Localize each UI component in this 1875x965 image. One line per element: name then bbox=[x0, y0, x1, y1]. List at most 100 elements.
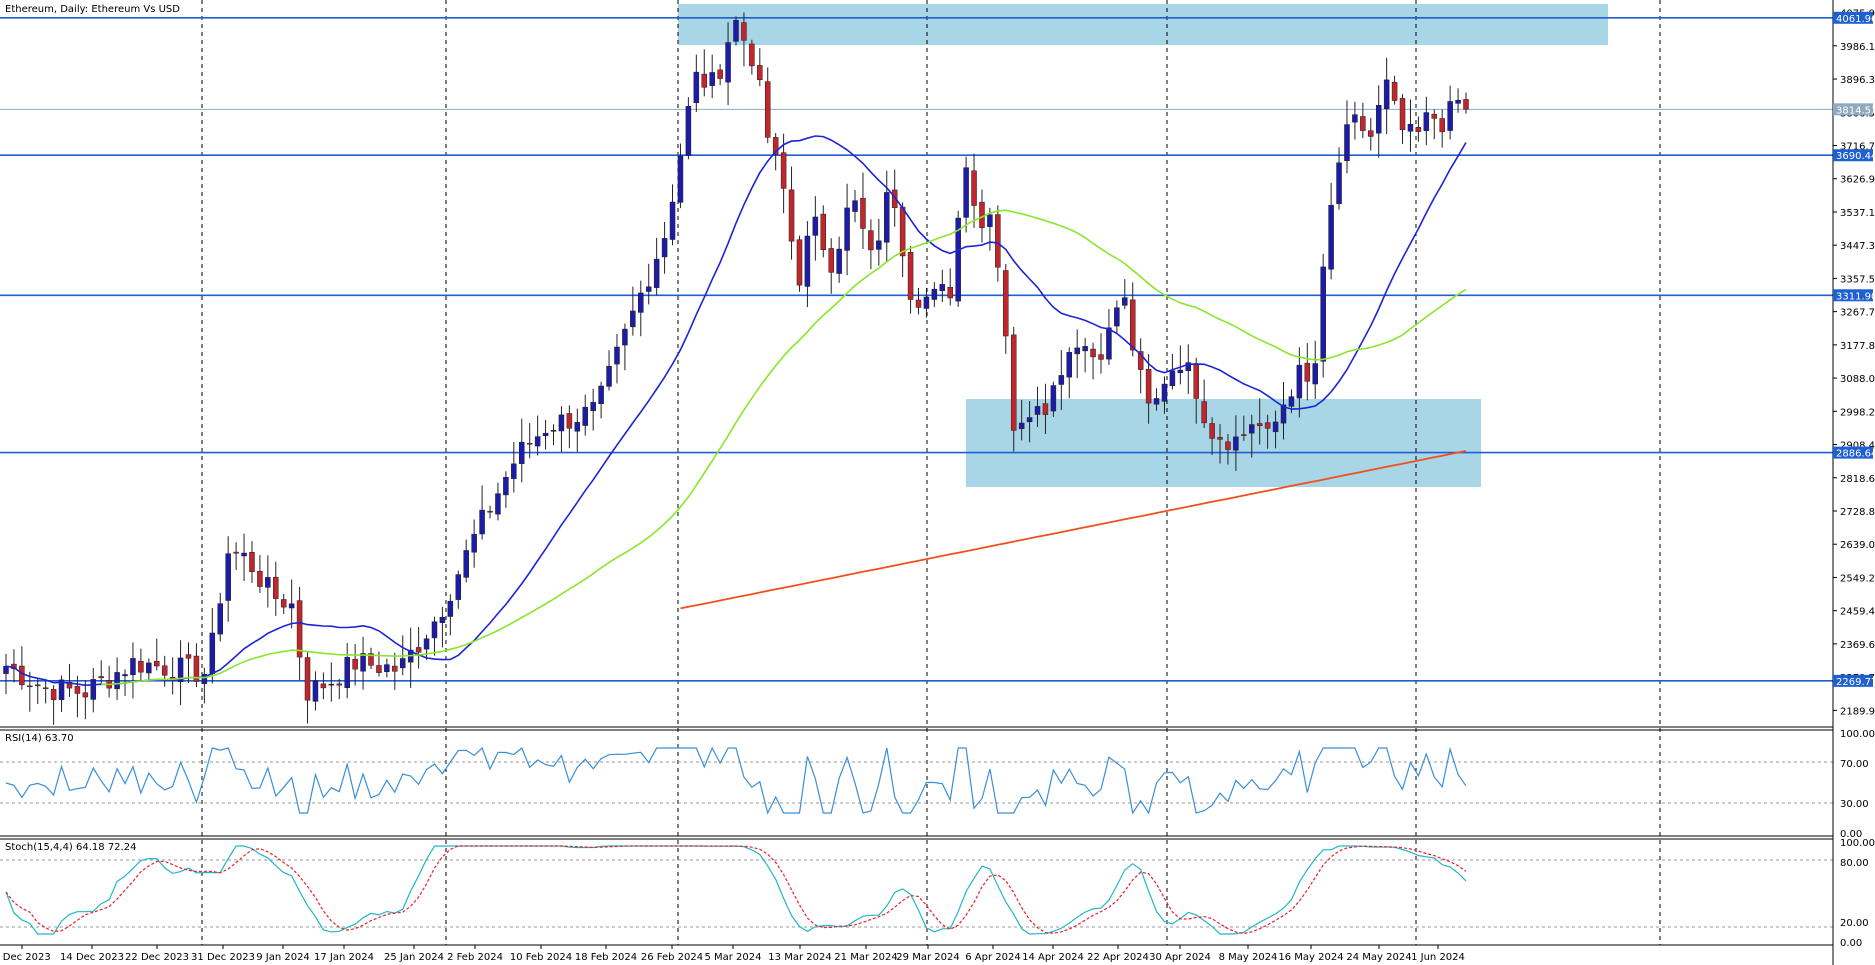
level-tag bbox=[1833, 149, 1873, 162]
bullish-candle bbox=[852, 200, 858, 212]
bearish-candle bbox=[1042, 403, 1049, 415]
bearish-candle bbox=[1129, 299, 1136, 351]
bullish-candle bbox=[1312, 363, 1318, 385]
date-tick-label: 17 Jan 2024 bbox=[314, 952, 374, 963]
bearish-candle bbox=[1391, 81, 1398, 101]
bullish-candle bbox=[645, 286, 652, 292]
bullish-candle bbox=[614, 346, 620, 365]
bullish-candle bbox=[963, 167, 969, 218]
bullish-candle bbox=[1296, 364, 1303, 399]
date-tick-label: 21 Mar 2024 bbox=[834, 952, 897, 963]
bullish-candle bbox=[606, 365, 612, 387]
price-tick-label: 3626.94 bbox=[1840, 175, 1875, 186]
level-tag bbox=[1833, 674, 1873, 687]
price-tick-label: 2549.22 bbox=[1840, 573, 1875, 584]
bullish-candle bbox=[439, 616, 446, 623]
bearish-candle bbox=[161, 665, 168, 676]
date-tick-label: 26 Feb 2024 bbox=[641, 952, 703, 963]
bearish-candle bbox=[138, 661, 144, 673]
bearish-candle bbox=[1431, 113, 1438, 119]
date-tick-label: 25 Jan 2024 bbox=[384, 952, 444, 963]
bullish-candle bbox=[241, 552, 247, 557]
bullish-candle bbox=[479, 509, 485, 535]
chart-title: Ethereum, Daily: Ethereum Vs USD bbox=[5, 4, 180, 15]
stoch-tick-label: 100.00 bbox=[1840, 838, 1875, 849]
bearish-candle bbox=[280, 599, 287, 608]
bearish-candle bbox=[995, 214, 1001, 268]
bullish-candle bbox=[122, 674, 128, 677]
price-tick-label: 2189.98 bbox=[1840, 706, 1875, 717]
bullish-candle bbox=[519, 441, 525, 464]
bullish-candle bbox=[1185, 362, 1192, 372]
bearish-candle bbox=[1304, 362, 1311, 382]
bullish-candle bbox=[511, 463, 517, 479]
date-tick-label: 5 Mar 2024 bbox=[704, 952, 761, 963]
level-tag-label: 3311.90 bbox=[1836, 291, 1875, 302]
bullish-candle bbox=[1233, 436, 1239, 451]
date-tick-label: 6 Apr 2024 bbox=[965, 952, 1020, 963]
bullish-candle bbox=[1352, 114, 1358, 123]
bullish-candle bbox=[812, 216, 819, 236]
bullish-candle bbox=[58, 679, 65, 700]
bullish-candle bbox=[1272, 421, 1279, 433]
bearish-candle bbox=[915, 299, 922, 308]
bearish-candle bbox=[368, 653, 374, 666]
date-tick-label: 13 Mar 2024 bbox=[768, 952, 831, 963]
bearish-candle bbox=[868, 230, 874, 251]
bullish-candle bbox=[360, 653, 366, 672]
price-tick-label: 3447.32 bbox=[1840, 241, 1875, 252]
bearish-candle bbox=[257, 571, 263, 587]
bearish-candle bbox=[352, 658, 358, 670]
bullish-candle bbox=[1122, 297, 1128, 306]
rsi-tick-label: 30.00 bbox=[1840, 799, 1869, 810]
bearish-candle bbox=[193, 655, 200, 682]
bearish-candle bbox=[1010, 334, 1017, 431]
bearish-candle bbox=[780, 152, 787, 189]
bearish-candle bbox=[764, 81, 771, 138]
bullish-candle bbox=[931, 288, 938, 300]
bearish-candle bbox=[979, 201, 985, 228]
bearish-candle bbox=[98, 676, 104, 679]
date-tick-label: 16 May 2024 bbox=[1278, 952, 1343, 963]
date-tick-label: 29 Mar 2024 bbox=[896, 952, 959, 963]
bullish-candle bbox=[955, 217, 961, 302]
price-tick-label: 3716.75 bbox=[1840, 141, 1875, 152]
bullish-candle bbox=[312, 680, 319, 702]
date-tick-label: 2 Feb 2024 bbox=[447, 952, 503, 963]
stoch-signal-line bbox=[5, 845, 1467, 935]
bullish-candle bbox=[598, 385, 604, 404]
bullish-candle bbox=[1344, 124, 1350, 162]
bullish-candle bbox=[876, 240, 882, 250]
bullish-candle bbox=[534, 436, 541, 447]
bullish-candle bbox=[146, 662, 152, 674]
level-tag bbox=[1833, 289, 1873, 302]
rsi-tick-label: 100.00 bbox=[1840, 729, 1875, 740]
date-tick-label: 30 Apr 2024 bbox=[1149, 952, 1211, 963]
bullish-candle bbox=[1082, 346, 1088, 352]
level-tag-label: 2269.77 bbox=[1836, 677, 1875, 688]
bullish-candle bbox=[344, 657, 350, 688]
bullish-candle bbox=[1383, 79, 1390, 110]
bullish-candle bbox=[463, 550, 469, 578]
bearish-candle bbox=[27, 685, 33, 688]
bullish-candle bbox=[1288, 396, 1295, 407]
bearish-candle bbox=[788, 189, 795, 242]
bullish-candle bbox=[693, 71, 700, 104]
bullish-candle bbox=[582, 406, 588, 426]
bearish-candle bbox=[392, 665, 398, 672]
bearish-candle bbox=[1145, 368, 1152, 404]
bearish-candle bbox=[741, 22, 747, 41]
bullish-candle bbox=[288, 603, 295, 609]
bullish-candle bbox=[1375, 105, 1382, 134]
bullish-candle bbox=[987, 214, 993, 227]
bearish-candle bbox=[1360, 116, 1366, 131]
date-tick-label: 14 Apr 2024 bbox=[1022, 952, 1084, 963]
bullish-candle bbox=[590, 402, 596, 412]
bearish-candle bbox=[42, 687, 49, 690]
bearish-candle bbox=[1256, 423, 1263, 427]
bearish-candle bbox=[899, 206, 906, 257]
bullish-candle bbox=[1328, 204, 1334, 270]
